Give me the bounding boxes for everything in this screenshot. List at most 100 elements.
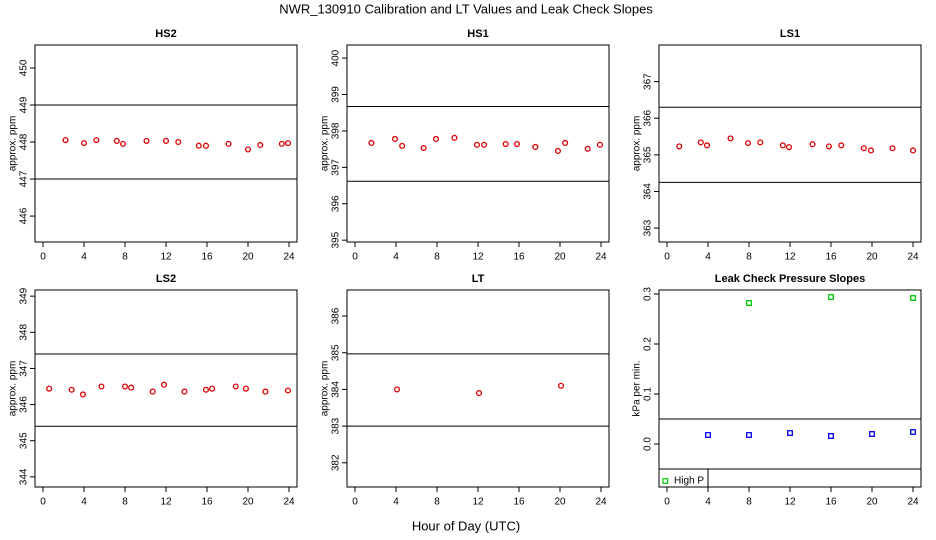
- x-tick-label: 12: [784, 252, 796, 263]
- y-tick-label: 364: [643, 183, 654, 200]
- point: [475, 390, 483, 397]
- point: [391, 135, 399, 142]
- point: [481, 141, 488, 148]
- y-axis-label: approx. ppm: [632, 116, 643, 172]
- panel-title: LS2: [156, 273, 176, 285]
- point: [532, 143, 539, 151]
- panel-title: LS1: [780, 28, 800, 40]
- x-tick-label: 8: [746, 252, 752, 263]
- x-tick-label: 4: [81, 497, 87, 508]
- panel-title: HS1: [467, 28, 488, 40]
- page-title: NWR_130910 Calibration and LT Values and…: [279, 1, 653, 16]
- y-tick-label: 349: [19, 287, 30, 304]
- x-tick-label: 12: [160, 497, 172, 508]
- point: [860, 145, 867, 152]
- point: [727, 135, 734, 142]
- y-tick-label: 346: [19, 396, 30, 413]
- y-tick-label: 363: [643, 219, 654, 236]
- y-tick-label: 347: [19, 360, 30, 377]
- point: [828, 433, 834, 439]
- point: [119, 140, 126, 147]
- x-tick-label: 12: [784, 497, 796, 508]
- point: [869, 431, 875, 437]
- point: [744, 140, 752, 147]
- y-tick-label: 366: [643, 109, 654, 126]
- point: [703, 142, 711, 149]
- x-tick-label: 20: [554, 252, 566, 263]
- y-axis-label: approx. ppm: [320, 116, 331, 172]
- x-tick-label: 20: [866, 252, 878, 263]
- point: [195, 142, 202, 149]
- point: [244, 146, 252, 153]
- point: [242, 385, 250, 392]
- point: [202, 386, 210, 393]
- plot-frame: [658, 289, 922, 488]
- point: [202, 142, 210, 149]
- y-tick-label: 382: [331, 454, 342, 471]
- x-tick-label: 16: [201, 497, 213, 508]
- point: [910, 295, 916, 301]
- point: [779, 142, 786, 149]
- point: [368, 139, 375, 147]
- point: [785, 144, 793, 151]
- y-tick-label: 399: [331, 86, 342, 103]
- y-tick-label: 345: [19, 432, 30, 449]
- point: [473, 141, 481, 148]
- point: [705, 432, 711, 438]
- y-tick-label: 400: [331, 49, 342, 66]
- point: [128, 384, 135, 391]
- point: [98, 383, 105, 390]
- x-tick-label: 12: [160, 252, 172, 263]
- point: [143, 137, 150, 144]
- x-tick-label: 20: [242, 252, 254, 263]
- y-tick-label: 383: [331, 417, 342, 434]
- point: [909, 147, 917, 154]
- point: [557, 382, 565, 389]
- legend-swatch: [662, 478, 669, 484]
- x-tick-label: 24: [907, 497, 919, 508]
- x-tick-label: 8: [122, 252, 128, 263]
- point: [278, 140, 285, 147]
- x-tick-label: 16: [513, 252, 525, 263]
- plot-frame: [346, 289, 610, 488]
- x-tick-label: 24: [283, 497, 295, 508]
- point: [284, 387, 292, 394]
- panel-title: Leak Check Pressure Slopes: [715, 273, 865, 285]
- y-tick-label: 449: [19, 96, 30, 113]
- y-tick-label: 397: [331, 159, 342, 176]
- point: [393, 386, 401, 393]
- point: [121, 383, 129, 390]
- y-tick-label: 448: [19, 133, 30, 150]
- point: [46, 385, 53, 392]
- point: [867, 147, 875, 154]
- legend-label: High P: [674, 476, 704, 487]
- point: [284, 140, 292, 147]
- y-tick-label: 446: [19, 207, 30, 224]
- x-tick-label: 20: [866, 497, 878, 508]
- point: [809, 141, 816, 148]
- point: [676, 143, 683, 150]
- y-tick-label: 385: [331, 344, 342, 361]
- point: [787, 430, 793, 436]
- x-tick-label: 12: [472, 497, 484, 508]
- point: [162, 137, 170, 144]
- y-tick-label: 365: [643, 146, 654, 163]
- y-tick-label: 0.2: [643, 337, 654, 351]
- x-tick-label: 4: [393, 252, 399, 263]
- x-tick-label: 8: [122, 497, 128, 508]
- x-tick-label: 8: [434, 252, 440, 263]
- y-axis-label: approx. ppm: [8, 116, 19, 172]
- x-tick-label: 24: [907, 252, 919, 263]
- point: [262, 388, 269, 395]
- x-axis-label: Hour of Day (UTC): [412, 518, 520, 533]
- y-tick-label: 447: [19, 170, 30, 187]
- point: [62, 137, 69, 144]
- y-tick-label: 384: [331, 381, 342, 398]
- point: [420, 145, 427, 152]
- point: [68, 386, 75, 393]
- y-tick-label: 0.0: [643, 437, 654, 451]
- point: [181, 388, 188, 395]
- panel-title: LT: [472, 273, 485, 285]
- point: [838, 142, 845, 149]
